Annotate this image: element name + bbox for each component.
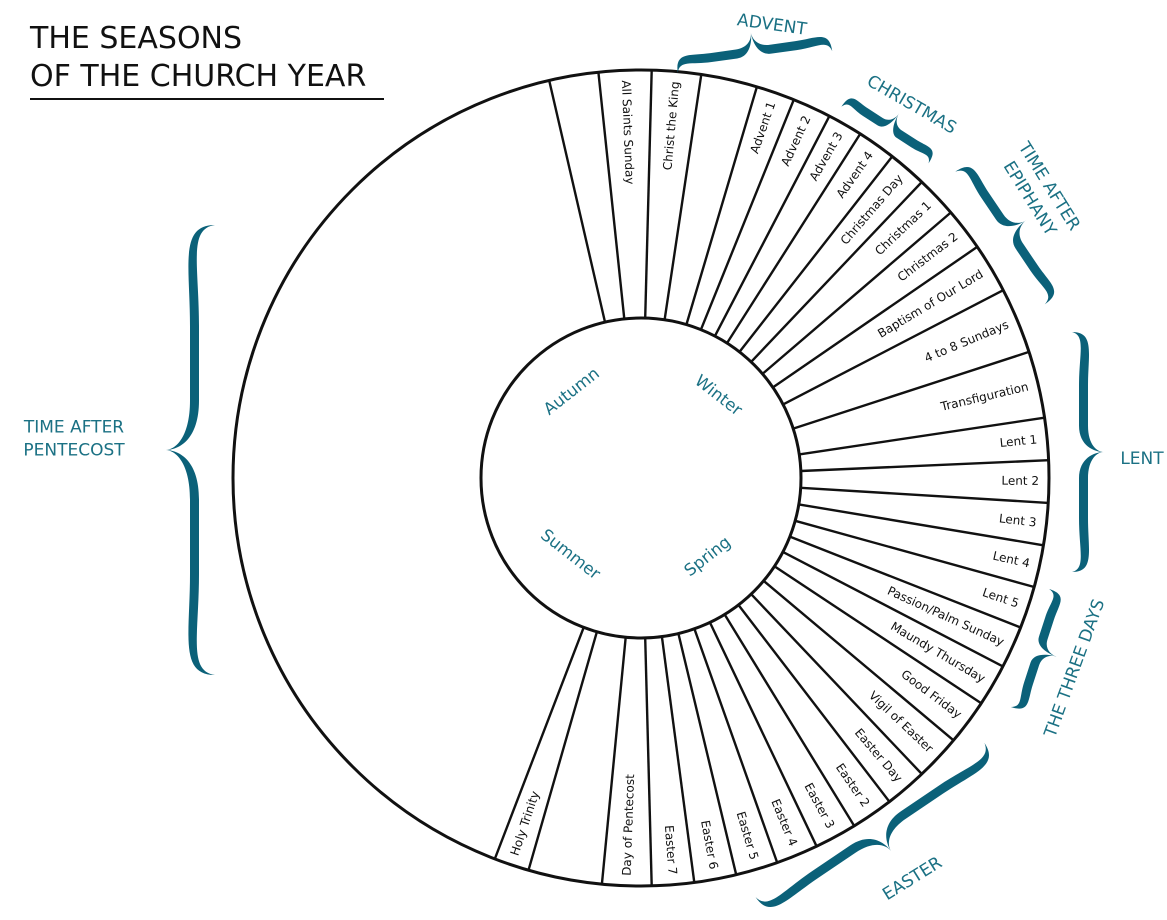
inner-ring — [479, 316, 803, 640]
slot-label-advent-2: Advent 2 — [778, 113, 813, 168]
title-block: THE SEASONS OF THE CHURCH YEAR — [30, 20, 390, 100]
season-label-line: PENTECOST — [23, 441, 125, 461]
season-label-easter: EASTER — [879, 853, 946, 905]
slot-divider — [725, 133, 862, 344]
brace-lent — [1072, 332, 1104, 572]
slot-divider — [708, 621, 818, 847]
slot-divider — [548, 80, 607, 323]
slot-divider — [800, 459, 1049, 473]
slot-divider — [685, 86, 759, 325]
inner-season-autumn: Autumn — [540, 364, 603, 419]
slot-divider — [772, 245, 978, 389]
season-label-time-after-pentecost: TIME AFTER PENTECOST — [23, 418, 125, 461]
brace-the-three-days — [1010, 589, 1061, 709]
slot-label-all-saints-sunday: All Saints Sunday — [619, 80, 637, 185]
slot-label-advent-3: Advent 3 — [807, 130, 846, 184]
slot-label-day-of-pentecost: Day of Pentecost — [620, 774, 638, 876]
slot-divider — [762, 579, 955, 742]
slot-label-lent-3: Lent 3 — [998, 511, 1037, 529]
season-label-line: CHRISTMAS — [863, 71, 959, 138]
slot-divider — [660, 636, 696, 883]
inner-season-names: Autumn Winter Summer Spring — [537, 364, 746, 584]
slot-divider — [723, 613, 856, 827]
slot-divider — [750, 181, 923, 363]
slot-divider — [737, 604, 891, 803]
slot-divider — [773, 565, 982, 705]
slot-label-easter-day: Easter Day — [852, 726, 905, 785]
season-label-line: TIME AFTER — [23, 418, 124, 438]
season-label-time-after-epiphany: TIME AFTEREPIPHANY — [994, 138, 1084, 247]
season-label-lent: LENT — [1120, 449, 1164, 469]
season-braces — [165, 32, 1104, 908]
slot-divider — [699, 99, 795, 331]
brace-advent — [677, 32, 833, 73]
slot-divider — [693, 628, 779, 864]
brace-time-after-pentecost — [165, 225, 215, 675]
slot-label-lent-1: Lent 1 — [999, 432, 1038, 450]
slot-divider — [644, 70, 653, 319]
slot-divider — [782, 550, 1004, 668]
season-label-advent: ADVENT — [736, 10, 809, 40]
season-label-line: EASTER — [879, 853, 946, 905]
slot-label-lent-2: Lent 2 — [1001, 474, 1039, 488]
slot-divider — [527, 631, 599, 871]
inner-season-summer: Summer — [537, 525, 604, 583]
slot-divider — [597, 72, 626, 320]
slot-dividers — [493, 70, 1049, 886]
slot-divider — [798, 503, 1044, 547]
slot-label-transfiguration: Transfiguration — [938, 380, 1030, 415]
slot-divider — [794, 519, 1035, 589]
season-label-line: LENT — [1120, 449, 1164, 469]
slot-label-christ-the-king: Christ the King — [660, 81, 682, 171]
inner-season-spring: Spring — [681, 532, 735, 580]
slot-divider — [713, 115, 831, 337]
slot-divider — [493, 626, 585, 860]
outer-ring — [231, 68, 1051, 888]
slot-label-holy-trinity: Holy Trinity — [508, 789, 543, 857]
slot-divider — [644, 637, 653, 886]
slot-label-lent-5: Lent 5 — [981, 585, 1021, 610]
brace-christmas — [841, 98, 933, 164]
slot-divider — [677, 633, 738, 875]
slot-divider — [738, 155, 894, 353]
slot-label-easter-7: Easter 7 — [662, 825, 680, 876]
inner-season-winter: Winter — [691, 371, 746, 420]
slot-divider — [761, 211, 952, 375]
slot-divider — [750, 593, 923, 775]
title-line-2: OF THE CHURCH YEAR — [30, 59, 367, 94]
season-label-christmas: CHRISTMAS — [863, 71, 959, 138]
slot-label-easter-5: Easter 5 — [734, 810, 762, 862]
slot-divider — [800, 486, 1049, 505]
slot-label-easter-6: Easter 6 — [698, 819, 721, 870]
slot-divider — [792, 350, 1030, 430]
slot-label-good-friday: Good Friday — [899, 667, 965, 721]
title-line-1: THE SEASONS — [30, 21, 243, 56]
slot-label-lent-4: Lent 4 — [991, 549, 1031, 571]
title-underline — [30, 98, 384, 100]
slot-divider — [600, 637, 627, 885]
season-bracket-labels: ADVENT CHRISTMAS TIME AFTEREPIPHANY LENT THE… — [23, 10, 1164, 905]
slot-label-advent-4: Advent 4 — [834, 149, 876, 201]
slot-divider — [782, 289, 1004, 406]
slot-divider — [663, 74, 703, 320]
wheel-rings — [231, 68, 1051, 888]
slot-divider — [799, 416, 1045, 456]
season-label-line: ADVENT — [736, 10, 809, 40]
slot-divider — [789, 535, 1022, 629]
slot-label-christmas-2: Christmas 2 — [895, 229, 961, 284]
